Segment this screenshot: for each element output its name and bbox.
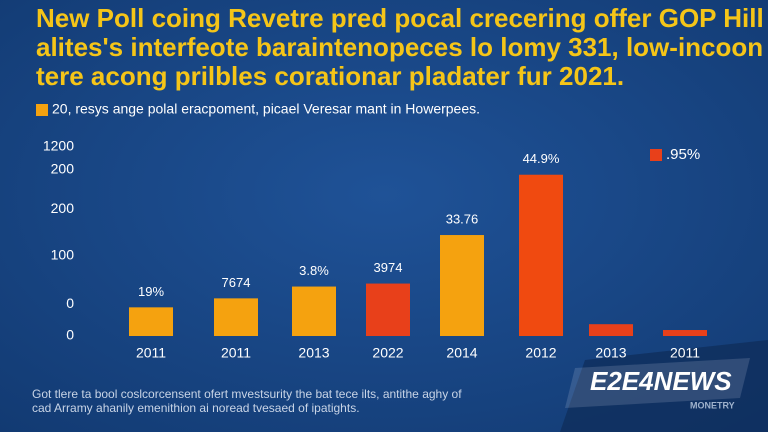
chart-title: New Poll coing Revetre pred pocal crecer… (36, 3, 768, 33)
legend-label: 20, resys ange polal eracpoment, picael … (52, 101, 480, 117)
bar (440, 235, 484, 336)
bar (519, 174, 563, 336)
logo-text: E2E4NEWS (590, 366, 732, 396)
x-tick-label: 2011 (136, 345, 166, 361)
bar-label: 3.8% (299, 263, 329, 278)
x-tick-label: 2022 (372, 345, 403, 361)
x-tick-label: 2011 (221, 345, 251, 361)
bar-label: 7674 (222, 275, 251, 290)
chart-title: tere acong prilbles corationar pladater … (36, 61, 624, 91)
logo-subtext: MONETRY (690, 400, 735, 410)
legend-label: .95% (666, 146, 700, 163)
bar-label: 19% (138, 284, 164, 299)
y-tick-label: 200 (51, 161, 75, 177)
x-tick-label: 2012 (525, 345, 556, 361)
footnote: Got tlere ta bool coslcorcensent ofert m… (32, 387, 462, 401)
logo-backdrop (560, 340, 768, 432)
bar (663, 330, 707, 336)
bar-label: 44.9% (523, 151, 560, 166)
legend-swatch (36, 104, 48, 116)
y-tick-label: 100 (51, 247, 75, 263)
logo-swoosh (565, 358, 750, 408)
bar (214, 298, 258, 336)
footnote: cad Arramy ahanily emenithion ai noread … (32, 401, 360, 415)
legend-swatch (650, 149, 662, 161)
bar (129, 307, 173, 336)
bar (292, 286, 336, 336)
bar (366, 283, 410, 336)
bar-label: 3974 (374, 260, 403, 275)
y-tick-label: 200 (51, 200, 75, 216)
chart-title: alites's interfeote baraintenopeces lo l… (36, 32, 768, 62)
bar-label: 33.76 (446, 211, 479, 226)
x-tick-label: 2011 (670, 345, 700, 361)
x-tick-label: 2013 (298, 345, 329, 361)
y-tick-label: 0 (66, 295, 74, 311)
x-tick-label: 2013 (595, 345, 626, 361)
bar (589, 324, 633, 336)
x-tick-label: 2014 (446, 345, 477, 361)
y-tick-label: 1200 (43, 138, 74, 154)
y-tick-label: 0 (66, 327, 74, 343)
